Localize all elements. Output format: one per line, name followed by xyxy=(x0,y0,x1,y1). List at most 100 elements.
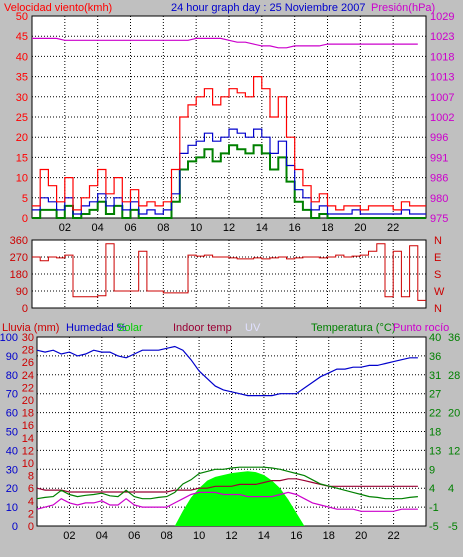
temperature-y-tick-label: -1 xyxy=(429,502,439,514)
pressure-label: Presión(hPa) xyxy=(371,2,435,14)
rain-y-tick-label: 10 xyxy=(22,458,34,470)
humidity-y-tick-label: 50 xyxy=(6,427,18,439)
compass-tick-label: N xyxy=(434,303,442,315)
rain-y-tick-label: 18 xyxy=(22,408,34,420)
rain-humidity-temp-panel: 0102030405060708090100024681012141618202… xyxy=(0,332,460,542)
wind-average-line xyxy=(32,128,426,215)
wind-y-tick-label: 45 xyxy=(16,31,28,43)
wind-y-tick-label: 20 xyxy=(16,132,28,144)
humidity-y-tick-label: 40 xyxy=(6,445,18,457)
rain-y-tick-label: 24 xyxy=(22,370,34,382)
compass-tick-label: W xyxy=(434,286,445,298)
wind-y-tick-label: 10 xyxy=(16,173,28,185)
pressure-y-tick-label: 986 xyxy=(430,173,448,185)
pressure-y-tick-label: 991 xyxy=(430,152,448,164)
direction-y-tick-label: 90 xyxy=(16,286,28,298)
temperature-y-tick-label: 4 xyxy=(429,483,435,495)
indoor-temp-label: Indoor temp xyxy=(173,322,232,334)
wind-pressure-panel: 0510152025303540455097598098699199610021… xyxy=(16,11,455,234)
dewpoint-y-tick-label: 28 xyxy=(448,370,460,382)
pressure-y-tick-label: 1018 xyxy=(430,51,454,63)
humidity-label: Humedad % xyxy=(66,322,127,334)
direction-y-tick-label: 270 xyxy=(10,252,28,264)
compass-tick-label: N xyxy=(434,235,442,247)
wind-y-tick-label: 40 xyxy=(16,51,28,63)
pressure-y-tick-label: 996 xyxy=(430,132,448,144)
humidity-y-tick-label: 0 xyxy=(12,521,18,533)
humidity-y-tick-label: 100 xyxy=(0,332,18,344)
climate-x-tick-label: 02 xyxy=(63,530,75,542)
direction-y-tick-label: 0 xyxy=(22,303,28,315)
humidity-y-tick-label: 30 xyxy=(6,464,18,476)
direction-y-tick-label: 180 xyxy=(10,269,28,281)
wind-low-line xyxy=(32,144,426,219)
pressure-y-tick-label: 980 xyxy=(430,193,448,205)
pressure-y-tick-label: 1013 xyxy=(430,72,454,84)
humidity-y-tick-label: 20 xyxy=(6,483,18,495)
rain-y-tick-label: 8 xyxy=(28,471,34,483)
pressure-y-tick-label: 1023 xyxy=(430,31,454,43)
wind-y-tick-label: 15 xyxy=(16,152,28,164)
humidity-y-tick-label: 60 xyxy=(6,408,18,420)
rain-y-tick-label: 4 xyxy=(28,496,34,508)
solar-area xyxy=(37,471,426,526)
rain-y-tick-label: 6 xyxy=(28,483,34,495)
wind-x-tick-label: 20 xyxy=(354,222,366,234)
wind-x-tick-label: 14 xyxy=(256,222,268,234)
temperature-y-tick-label: 27 xyxy=(429,389,441,401)
temperature-y-tick-label: 40 xyxy=(429,332,441,344)
rain-y-tick-label: 20 xyxy=(22,395,34,407)
rain-label: Lluvia (mm) xyxy=(2,322,59,334)
wind-speed-label: Velocidad viento(kmh) xyxy=(4,2,112,14)
indoor-temp-line xyxy=(36,478,418,493)
temperature-label: Temperatura (°C) xyxy=(311,322,395,334)
wind-x-tick-label: 08 xyxy=(157,222,169,234)
rain-y-tick-label: 28 xyxy=(22,345,34,357)
humidity-y-tick-label: 70 xyxy=(6,389,18,401)
wind-x-tick-label: 10 xyxy=(190,222,202,234)
wind-y-tick-label: 25 xyxy=(16,112,28,124)
wind-x-tick-label: 04 xyxy=(92,222,104,234)
wind-x-tick-label: 18 xyxy=(321,222,333,234)
rain-y-tick-label: 30 xyxy=(22,332,34,344)
dewpoint-y-tick-label: 12 xyxy=(448,445,460,457)
compass-tick-label: S xyxy=(434,269,441,281)
pressure-y-tick-label: 975 xyxy=(430,213,448,225)
rain-y-tick-label: 2 xyxy=(28,508,34,520)
temperature-y-tick-label: 13 xyxy=(429,445,441,457)
wind-y-tick-label: 35 xyxy=(16,72,28,84)
rain-y-tick-label: 22 xyxy=(22,382,34,394)
climate-x-tick-label: 08 xyxy=(161,530,173,542)
wind-x-tick-label: 16 xyxy=(289,222,301,234)
wind-x-tick-label: 02 xyxy=(59,222,71,234)
climate-x-tick-label: 04 xyxy=(96,530,108,542)
compass-tick-label: E xyxy=(434,252,441,264)
temperature-y-tick-label: 22 xyxy=(429,408,441,420)
rain-y-tick-label: 14 xyxy=(22,433,34,445)
climate-x-tick-label: 06 xyxy=(128,530,140,542)
temperature-line xyxy=(36,466,418,500)
wind-x-tick-label: 12 xyxy=(223,222,235,234)
dewpoint-y-tick-label: 4 xyxy=(448,483,454,495)
rain-y-tick-label: 26 xyxy=(22,357,34,369)
wind-y-tick-label: 30 xyxy=(16,92,28,104)
wind-y-tick-label: 0 xyxy=(22,213,28,225)
wind-gust-line xyxy=(32,76,426,211)
climate-x-tick-label: 20 xyxy=(355,530,367,542)
pressure-line xyxy=(32,37,418,49)
wind-x-tick-label: 22 xyxy=(387,222,399,234)
wind-y-tick-label: 5 xyxy=(22,193,28,205)
temperature-y-tick-label: 18 xyxy=(429,427,441,439)
rain-y-tick-label: 12 xyxy=(22,445,34,457)
dewpoint-line xyxy=(36,491,418,512)
direction-y-tick-label: 360 xyxy=(10,235,28,247)
dewpoint-label: Punto rocío xyxy=(393,322,449,334)
wind-y-tick-label: 50 xyxy=(16,11,28,23)
solar-label: Solar xyxy=(117,322,143,334)
pressure-y-tick-label: 1002 xyxy=(430,112,454,124)
climate-x-tick-label: 14 xyxy=(258,530,270,542)
climate-x-tick-label: 12 xyxy=(225,530,237,542)
pressure-y-tick-label: 1007 xyxy=(430,92,454,104)
